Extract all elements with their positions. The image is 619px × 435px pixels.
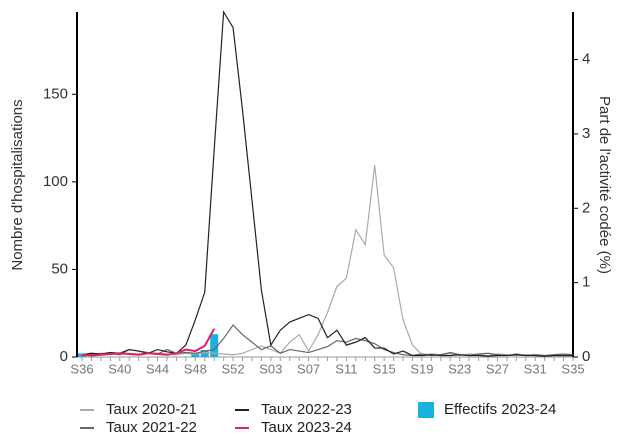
- y-tick-label: 100: [43, 173, 68, 190]
- x-tick-label: S35: [561, 361, 584, 376]
- y-axis-title: Nombre d'hospitalisations: [9, 99, 26, 270]
- x-tick-label: S40: [108, 361, 131, 376]
- x-tick-label: S27: [486, 361, 509, 376]
- x-tick-label: S03: [259, 361, 282, 376]
- legend-label: Effectifs 2023-24: [444, 401, 556, 418]
- legend-label: Taux 2021-22: [106, 419, 197, 435]
- x-tick-label: S48: [184, 361, 207, 376]
- y-tick-label: 0: [60, 348, 68, 365]
- y2-axis-title: Part de l'activité codée (%): [596, 96, 613, 274]
- line: [81, 10, 573, 357]
- legend-label: Taux 2023-24: [261, 419, 352, 435]
- x-tick-label: S44: [146, 361, 169, 376]
- y2-tick-label: 1: [582, 274, 590, 291]
- y2-tick-label: 0: [582, 348, 590, 365]
- x-tick-label: S19: [410, 361, 433, 376]
- x-tick-label: S36: [70, 361, 93, 376]
- y2-tick-label: 3: [582, 125, 590, 142]
- bar: [210, 334, 219, 357]
- line: [81, 328, 216, 357]
- legend-label: Taux 2022-23: [261, 401, 352, 418]
- x-tick-label: S23: [448, 361, 471, 376]
- x-tick-label: S07: [297, 361, 320, 376]
- x-tick-label: S15: [373, 361, 396, 376]
- x-tick-label: S52: [222, 361, 245, 376]
- y-tick-label: 50: [51, 260, 68, 277]
- legend-label: Taux 2020-21: [106, 401, 197, 418]
- bar: [200, 349, 209, 357]
- bar: [191, 353, 200, 357]
- line: [81, 165, 574, 357]
- x-tick-label: S11: [335, 361, 357, 376]
- x-tick-label: S31: [524, 361, 547, 376]
- y-tick-label: 150: [43, 85, 68, 102]
- y2-tick-label: 4: [582, 51, 590, 68]
- y2-tick-label: 2: [582, 199, 590, 216]
- legend-swatch: [418, 402, 434, 418]
